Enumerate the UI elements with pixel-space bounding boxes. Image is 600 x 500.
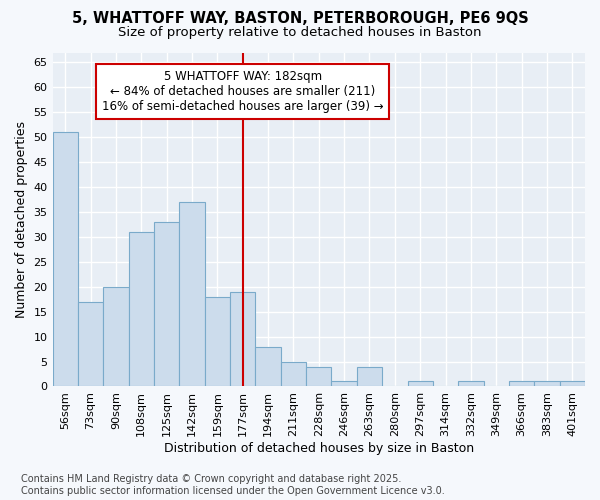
Bar <box>534 382 560 386</box>
Bar <box>331 382 357 386</box>
Y-axis label: Number of detached properties: Number of detached properties <box>15 121 28 318</box>
Bar <box>78 302 103 386</box>
Bar <box>560 382 585 386</box>
Bar <box>128 232 154 386</box>
Bar <box>103 287 128 386</box>
Bar <box>179 202 205 386</box>
Text: 5 WHATTOFF WAY: 182sqm
← 84% of detached houses are smaller (211)
16% of semi-de: 5 WHATTOFF WAY: 182sqm ← 84% of detached… <box>102 70 383 113</box>
Bar <box>458 382 484 386</box>
Bar <box>509 382 534 386</box>
Text: Size of property relative to detached houses in Baston: Size of property relative to detached ho… <box>118 26 482 39</box>
Bar <box>306 366 331 386</box>
Text: Contains HM Land Registry data © Crown copyright and database right 2025.
Contai: Contains HM Land Registry data © Crown c… <box>21 474 445 496</box>
Bar <box>53 132 78 386</box>
Bar <box>407 382 433 386</box>
Bar <box>357 366 382 386</box>
Bar <box>281 362 306 386</box>
Bar <box>154 222 179 386</box>
Bar <box>230 292 256 386</box>
Text: 5, WHATTOFF WAY, BASTON, PETERBOROUGH, PE6 9QS: 5, WHATTOFF WAY, BASTON, PETERBOROUGH, P… <box>71 11 529 26</box>
X-axis label: Distribution of detached houses by size in Baston: Distribution of detached houses by size … <box>164 442 474 455</box>
Bar <box>256 346 281 387</box>
Bar <box>205 296 230 386</box>
